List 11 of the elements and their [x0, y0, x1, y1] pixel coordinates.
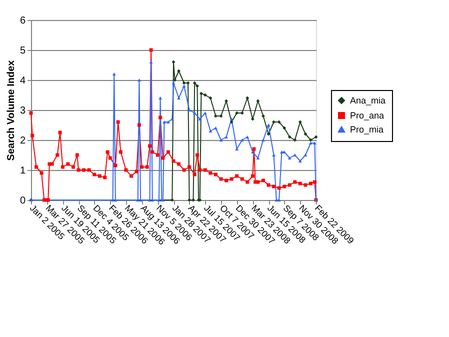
- y-tick-label: 3: [20, 106, 26, 116]
- y-tick-label: 2: [20, 136, 26, 146]
- y-tick-label: 6: [20, 16, 26, 26]
- legend-label: Ana_mia: [350, 96, 386, 106]
- y-tick-label: 0: [20, 196, 26, 206]
- y-tick-label: 1: [20, 166, 26, 176]
- y-tick-label: 4: [20, 76, 26, 86]
- legend-label: Pro_ana: [350, 110, 384, 120]
- y-axis-title: Search Volume Index: [6, 60, 17, 161]
- y-tick-label: 5: [20, 46, 26, 56]
- legend-label: Pro_mia: [350, 124, 384, 134]
